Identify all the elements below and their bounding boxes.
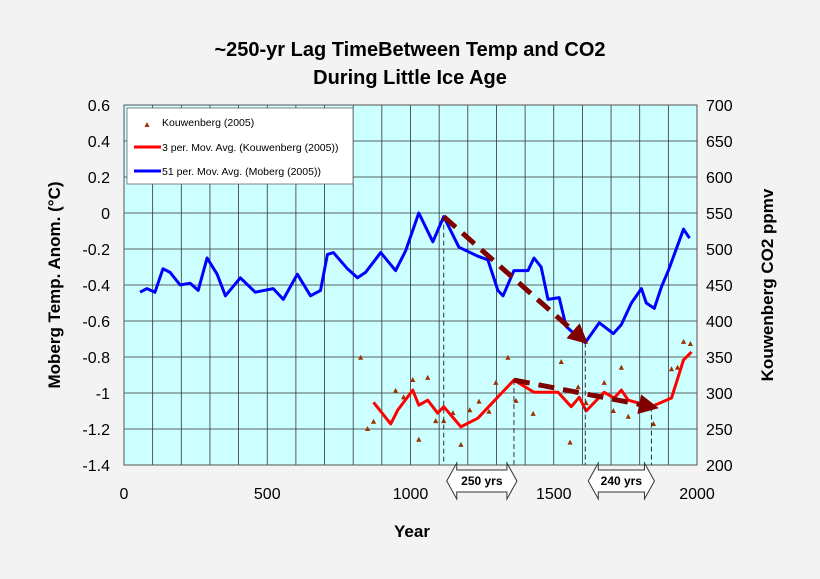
data-point-kouwenberg: [425, 374, 431, 380]
y-tick-label: -1.2: [82, 422, 110, 439]
y2-axis-label: Kouwenberg CO2 ppmv: [758, 188, 777, 381]
y2-tick-label: 400: [706, 314, 733, 331]
data-point-kouwenberg: [467, 407, 473, 413]
legend-label-temp-avg: 51 per. Mov. Avg. (Moberg (2005)): [162, 166, 321, 178]
y2-tick-label: 300: [706, 386, 733, 403]
y-tick-label: -0.4: [82, 278, 110, 295]
data-point-kouwenberg: [625, 413, 631, 419]
y2-tick-label: 650: [706, 134, 733, 151]
lag-double-arrow: [587, 461, 656, 501]
lag-label: 250 yrs: [461, 474, 503, 488]
data-point-kouwenberg: [680, 338, 687, 344]
data-point-kouwenberg: [558, 359, 564, 365]
x-tick-label: 0: [120, 486, 129, 503]
y-axis-label: Moberg Temp. Anom. (°C): [45, 181, 64, 388]
x-tick-label: 1500: [536, 486, 572, 503]
data-point-kouwenberg: [493, 379, 499, 385]
legend: Kouwenberg (2005) 3 per. Mov. Avg. (Kouw…: [126, 107, 354, 185]
legend-label-kouwenberg: Kouwenberg (2005): [162, 117, 254, 129]
data-point-kouwenberg: [530, 410, 536, 416]
x-tick-label: 2000: [679, 486, 715, 503]
lag-label: 240 yrs: [601, 474, 643, 488]
data-point-kouwenberg: [567, 439, 573, 445]
chart-title-line-1: ~250-yr Lag TimeBetween Temp and CO2: [214, 39, 605, 61]
data-point-kouwenberg: [433, 418, 439, 424]
temp-trend-arrow: [442, 214, 589, 344]
data-point-kouwenberg: [601, 379, 607, 385]
data-point-kouwenberg: [458, 441, 464, 447]
y2-tick-label: 350: [706, 350, 733, 367]
data-point-kouwenberg: [364, 426, 371, 431]
data-point-kouwenberg: [583, 400, 589, 406]
data-point-kouwenberg: [618, 364, 624, 370]
data-point-kouwenberg: [505, 354, 511, 360]
data-point-kouwenberg: [476, 398, 482, 404]
lag-double-arrow: [446, 461, 518, 501]
y2-tick-label: 600: [706, 170, 733, 187]
co2-moving-average-line: [372, 350, 693, 429]
y-tick-label: -0.8: [82, 350, 110, 367]
data-point-kouwenberg: [416, 436, 422, 442]
data-point-kouwenberg: [486, 408, 492, 414]
chart-title-line-2: During Little Ice Age: [313, 67, 507, 89]
data-point-kouwenberg: [650, 420, 657, 426]
y-tick-label: 0.4: [88, 134, 110, 151]
y2-tick-label: 700: [706, 98, 733, 115]
y-tick-label: 0: [101, 206, 110, 223]
data-point-kouwenberg: [575, 384, 581, 390]
data-point-kouwenberg: [401, 394, 407, 400]
y-tick-label: 0.2: [88, 170, 110, 187]
plot-border: [123, 104, 698, 466]
y2-tick-label: 450: [706, 278, 733, 295]
x-tick-label: 500: [254, 486, 281, 503]
data-point-kouwenberg: [358, 354, 364, 360]
legend-marker-kouwenberg: [144, 122, 150, 127]
y2-tick-label: 550: [706, 206, 733, 223]
y-tick-label: -1: [96, 386, 110, 403]
data-point-kouwenberg: [393, 387, 399, 393]
x-axis-label: Year: [394, 522, 430, 541]
data-point-kouwenberg: [668, 366, 675, 372]
data-point-kouwenberg: [410, 377, 416, 383]
data-point-kouwenberg: [513, 397, 519, 403]
temp-moving-average-line: [139, 211, 691, 345]
data-point-kouwenberg: [687, 341, 694, 347]
data-point-kouwenberg: [370, 418, 377, 424]
data-point-kouwenberg: [610, 408, 616, 413]
y2-tick-label: 500: [706, 242, 733, 259]
data-point-kouwenberg: [674, 364, 681, 370]
y-tick-label: 0.6: [88, 98, 110, 115]
legend-label-co2-avg: 3 per. Mov. Avg. (Kouwenberg (2005)): [162, 142, 338, 154]
y-tick-label: -1.4: [82, 458, 110, 475]
y2-tick-label: 250: [706, 422, 733, 439]
x-tick-label: 1000: [393, 486, 429, 503]
y2-tick-label: 200: [706, 458, 733, 475]
y-tick-label: -0.6: [82, 314, 110, 331]
y-tick-label: -0.2: [82, 242, 110, 259]
